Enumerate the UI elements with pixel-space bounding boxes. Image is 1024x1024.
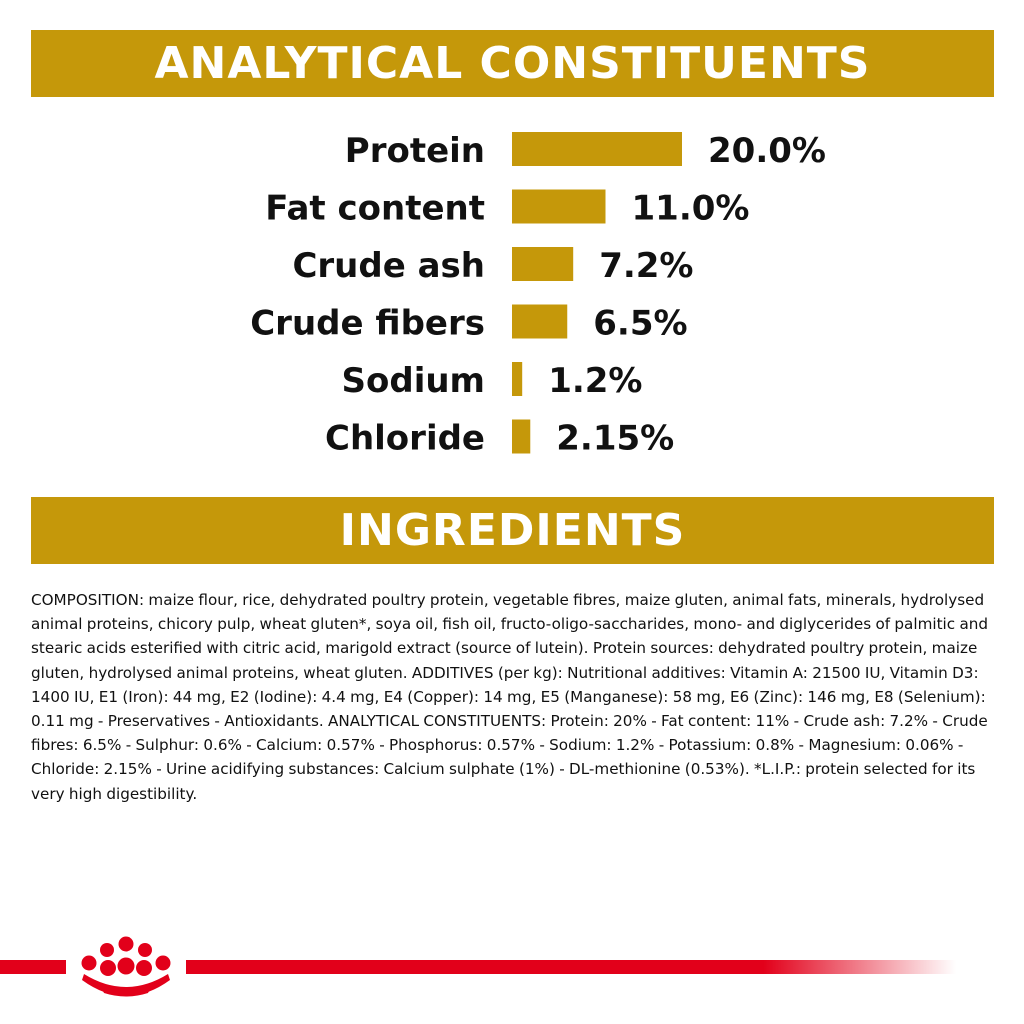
bar-crude-ash: [512, 247, 574, 281]
analytical-constituents-chart: Protein 20.0% Fat content 11.0% Crude ash 7.2…: [250, 131, 826, 459]
analytical-constituents-header: ANALYTICAL CONSTITUENTS: [31, 30, 994, 97]
bar-crude-fibers: [512, 304, 568, 339]
value-label-crude-fibers: 6.5%: [593, 304, 687, 344]
bar-fat-content: [512, 189, 606, 224]
value-label-sodium: 1.2%: [548, 361, 642, 401]
category-label-fat-content: Fat content: [265, 189, 485, 229]
bar-chloride: [512, 419, 531, 454]
ingredients-title: INGREDIENTS: [339, 505, 686, 556]
category-label-chloride: Chloride: [325, 419, 485, 459]
brand-footer: [0, 936, 956, 997]
category-label-protein: Protein: [345, 131, 485, 171]
footer-red-line-right: [186, 960, 956, 974]
value-label-chloride: 2.15%: [556, 419, 674, 459]
footer-red-line-left: [0, 960, 66, 974]
category-label-sodium: Sodium: [342, 361, 485, 401]
royal-crown-logo-icon: [81, 936, 171, 997]
category-label-crude-ash: Crude ash: [292, 246, 485, 286]
value-label-fat-content: 11.0%: [632, 189, 750, 229]
category-label-crude-fibers: Crude fibers: [250, 304, 485, 344]
value-label-crude-ash: 7.2%: [599, 246, 693, 286]
analytical-constituents-title: ANALYTICAL CONSTITUENTS: [154, 38, 871, 89]
bar-protein: [512, 132, 682, 166]
bar-sodium: [512, 362, 523, 396]
composition-text: COMPOSITION: maize flour, rice, dehydrat…: [31, 591, 989, 803]
ingredients-header: INGREDIENTS: [31, 497, 994, 564]
value-label-protein: 20.0%: [708, 131, 826, 171]
